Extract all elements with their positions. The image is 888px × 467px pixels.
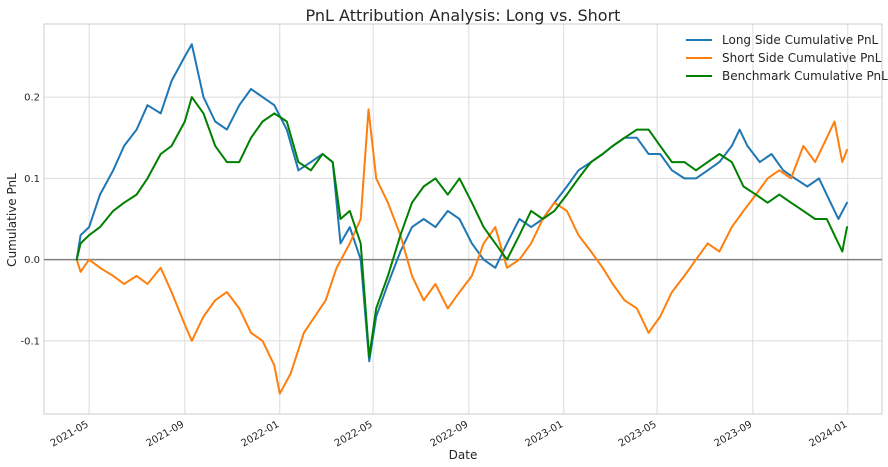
legend: Long Side Cumulative PnL Short Side Cumul… <box>686 33 888 83</box>
y-axis-label: Cumulative PnL <box>5 173 19 267</box>
y-tick-label: -0.1 <box>20 336 40 347</box>
plot-frame <box>43 23 883 415</box>
y-tick-label: 0.0 <box>24 255 40 266</box>
legend-entry-label: Benchmark Cumulative PnL <box>722 69 888 83</box>
chart-title: PnL Attribution Analysis: Long vs. Short <box>306 6 621 25</box>
legend-entry-label: Long Side Cumulative PnL <box>722 33 879 47</box>
series-line-1 <box>75 43 848 363</box>
series-group <box>75 43 848 395</box>
x-axis-label: Date <box>449 448 478 462</box>
y-tick-label: 0.2 <box>24 93 40 104</box>
series-line-3 <box>75 96 848 359</box>
y-axis-ticks: -0.1 0.0 0.1 0.2 <box>20 93 40 348</box>
y-tick-label: 0.1 <box>24 174 40 185</box>
series-line-2 <box>75 108 848 395</box>
legend-entry-label: Short Side Cumulative PnL <box>722 51 882 65</box>
